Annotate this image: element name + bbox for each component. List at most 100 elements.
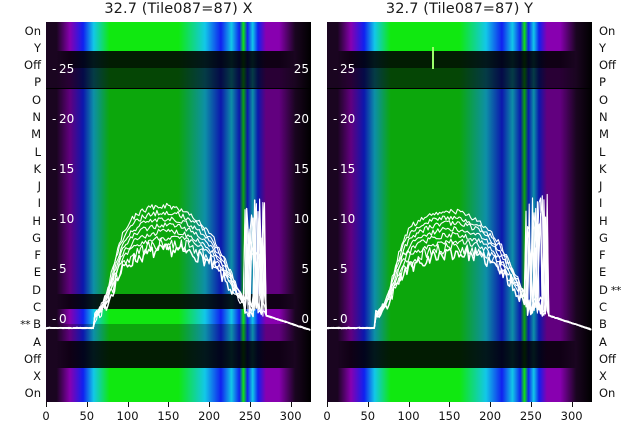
tick-dash: - — [333, 112, 338, 126]
category-axis-label-b-17: B — [599, 318, 607, 330]
heatmap-panel-y[interactable]: -25 -20 -15 -10 -5 -0 — [327, 22, 592, 402]
x-tick-50 — [367, 402, 369, 407]
category-axis-label-x-20: X — [599, 370, 607, 382]
heatmap-row-on-0 — [46, 22, 311, 51]
inner-y-tick-left-0: -0 — [333, 312, 348, 326]
heatmap-row-y-1 — [327, 50, 592, 68]
category-axis-label-f-13: F — [599, 249, 606, 261]
heatmap-row-b-17 — [327, 358, 592, 368]
category-label-text: N — [32, 110, 41, 124]
category-label-text: Off — [599, 58, 616, 73]
x-tick-label-300: 300 — [279, 409, 302, 423]
category-axis-label-m-6: M — [31, 128, 41, 140]
category-axis-label-off-19: Off — [599, 353, 616, 365]
tick-dash: - — [52, 312, 57, 326]
category-label-text: K — [599, 161, 607, 176]
heatmap-row-c-16 — [327, 341, 592, 359]
profile-curves-y — [327, 193, 592, 331]
category-label-text: G — [32, 230, 41, 245]
x-tick-label-250: 250 — [238, 409, 261, 423]
category-label-text: E — [33, 265, 41, 280]
category-axis-label-l-7: L — [599, 146, 605, 158]
heatmap-row-k-8 — [327, 185, 592, 205]
category-label-text: B — [33, 317, 41, 332]
x-tick-150 — [449, 402, 451, 407]
heatmap-row-p-3 — [46, 88, 311, 110]
star-marker: ** — [20, 318, 34, 332]
category-axis-label-off-19: Off — [24, 353, 41, 365]
category-axis-label-o-4: O — [599, 94, 608, 106]
profile-curve-6 — [327, 201, 592, 331]
category-axis-label-m-6: M — [599, 128, 609, 140]
profile-curve-7 — [327, 208, 592, 331]
category-axis-label-on-0: On — [25, 25, 41, 37]
category-label-text: M — [31, 127, 41, 142]
tick-dash: - — [333, 312, 338, 326]
x-tick-250 — [530, 402, 532, 407]
category-axis-label-on-21: On — [25, 387, 41, 399]
x-tick-0 — [46, 402, 47, 407]
category-axis-label-e-14: E — [599, 266, 606, 278]
inner-y-tick-left-20: -20 — [52, 112, 75, 126]
category-axis-label-p-3: P — [599, 76, 606, 88]
heatmap-row-l-7 — [327, 166, 592, 186]
x-tick-label-0: 0 — [323, 409, 331, 423]
category-label-text: P — [34, 75, 41, 90]
category-label-text: On — [24, 23, 41, 38]
category-axis-label-f-13: F — [34, 249, 41, 261]
category-label-text: K — [33, 161, 41, 176]
heatmap-panel-x[interactable]: -25 25 -20 20 -15 15 -10 10 -5 5 -0 0 — [46, 22, 311, 402]
category-label-text: On — [599, 23, 616, 38]
heatmap-row-m-6 — [46, 147, 311, 167]
tick-dash: - — [52, 62, 57, 76]
profile-curve-1 — [46, 198, 311, 331]
star-marker: ** — [607, 283, 622, 297]
heatmap-row-on-0 — [327, 22, 592, 51]
profile-curve-0 — [46, 199, 311, 331]
category-label-text: D — [599, 282, 608, 297]
x-tick-label-200: 200 — [198, 409, 221, 423]
tick-dash: - — [52, 212, 57, 226]
profile-curve-2 — [327, 193, 592, 331]
x-tick-0 — [327, 402, 328, 407]
heatmap-row-p-3 — [327, 88, 592, 110]
category-label-text: X — [33, 369, 41, 384]
x-tick-label-200: 200 — [479, 409, 502, 423]
inner-y-tick-right-25: 25 — [293, 62, 309, 76]
heatmap-row-off-2 — [46, 67, 311, 89]
heatmap-row-a-18 — [46, 358, 311, 368]
profile-curve-0 — [327, 216, 592, 331]
category-axis-label-l-7: L — [35, 146, 41, 158]
inner-y-tick-right-15: 15 — [293, 162, 309, 176]
category-axis-label-o-4: O — [32, 94, 41, 106]
category-axis-label-x-20: X — [33, 370, 41, 382]
inner-y-tick-left-15: -15 — [52, 162, 75, 176]
inner-y-tick-left-15: -15 — [333, 162, 356, 176]
category-label-text: C — [32, 300, 41, 314]
tick-dash: - — [333, 162, 338, 176]
heatmap-row-k-8 — [46, 185, 311, 205]
profile-curve-5 — [327, 212, 592, 331]
heatmap-row-off-2 — [327, 67, 592, 89]
category-axis-label-a-18: A — [33, 336, 41, 348]
x-tick-200 — [209, 402, 211, 407]
category-label-text: Off — [599, 351, 616, 366]
category-axis-label-k-8: K — [599, 163, 607, 175]
category-label-text: Y — [33, 40, 41, 55]
category-axis-label-i-10: I — [599, 197, 602, 209]
x-tick-100 — [408, 402, 410, 407]
category-label-text: On — [24, 386, 41, 401]
category-axis-label-d-15: D ** — [599, 282, 622, 297]
x-tick-50 — [86, 402, 88, 407]
category-axis-label-d-15: D — [32, 284, 41, 296]
tick-dash: - — [52, 112, 57, 126]
inner-y-tick-left-25: -25 — [333, 62, 356, 76]
x-tick-label-50: 50 — [360, 409, 376, 423]
category-axis-label-b-17: ** B — [20, 317, 41, 332]
category-axis-label-h-11: H — [599, 215, 608, 227]
green-marker-0 — [424, 217, 427, 243]
profile-curve-4 — [327, 195, 592, 330]
category-label-text: J — [599, 179, 603, 194]
panel-title-x: 32.7 (Tile087=87) X — [104, 1, 253, 17]
